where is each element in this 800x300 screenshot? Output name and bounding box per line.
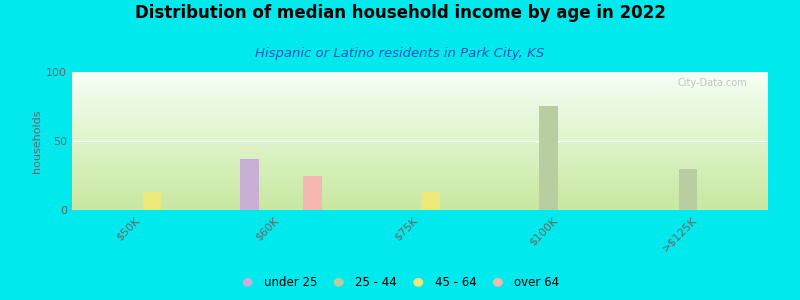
Y-axis label: households: households: [32, 109, 42, 173]
Bar: [678, 169, 698, 210]
Text: Hispanic or Latino residents in Park City, KS: Hispanic or Latino residents in Park Cit…: [255, 46, 545, 59]
Bar: [240, 159, 259, 210]
Legend: under 25, 25 - 44, 45 - 64, over 64: under 25, 25 - 44, 45 - 64, over 64: [236, 272, 564, 294]
Bar: [421, 192, 440, 210]
Bar: [142, 192, 162, 210]
Text: Distribution of median household income by age in 2022: Distribution of median household income …: [134, 4, 666, 22]
Text: City-Data.com: City-Data.com: [678, 77, 747, 88]
Bar: [302, 176, 322, 210]
Bar: [539, 106, 558, 210]
